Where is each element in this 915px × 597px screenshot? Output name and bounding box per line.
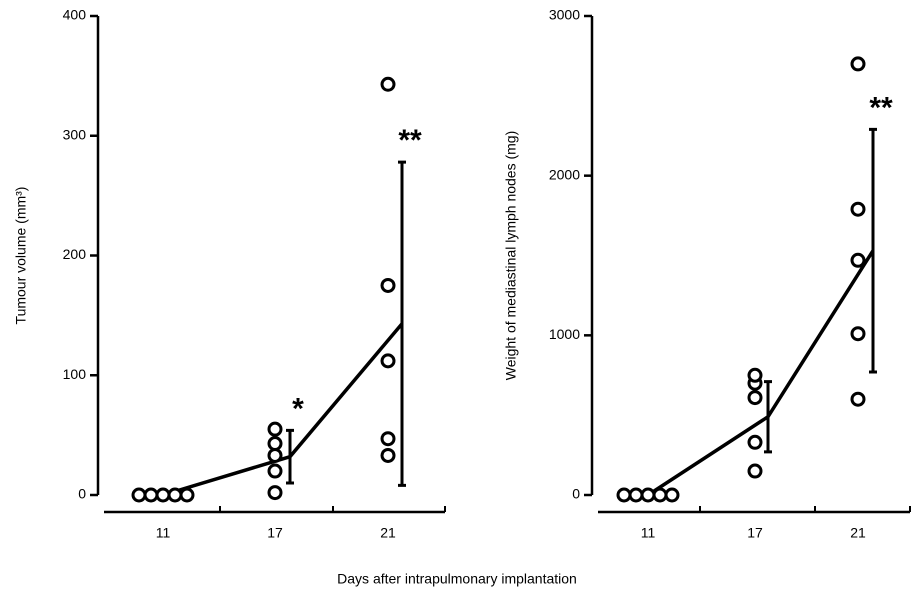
data-point xyxy=(640,487,656,503)
mean-line xyxy=(162,322,404,497)
data-point xyxy=(167,487,183,503)
error-bar xyxy=(398,160,406,487)
x-tick-label: 21 xyxy=(380,525,396,541)
data-point xyxy=(850,391,866,407)
data-point xyxy=(380,353,396,369)
y-tick-label: 0 xyxy=(78,486,86,502)
y-tick-label: 1000 xyxy=(549,326,580,342)
y-tick-label: 2000 xyxy=(549,166,580,182)
error-bar xyxy=(286,428,294,485)
data-point xyxy=(267,421,283,437)
error-bar xyxy=(764,380,772,454)
y-tick-label: 0 xyxy=(572,486,580,502)
data-point xyxy=(267,436,283,452)
data-point xyxy=(380,431,396,447)
y-tick-label: 100 xyxy=(63,366,87,382)
data-point xyxy=(747,463,763,479)
data-point xyxy=(155,487,171,503)
data-point xyxy=(131,487,147,503)
y-tick-label: 3000 xyxy=(549,7,580,23)
data-point xyxy=(143,487,159,503)
significance-mark: ** xyxy=(869,91,893,124)
x-tick-label: 17 xyxy=(267,525,283,541)
y-tick-label: 300 xyxy=(63,126,87,142)
y-tick-label: 400 xyxy=(63,7,87,23)
data-point xyxy=(380,277,396,293)
data-point xyxy=(267,447,283,463)
data-point xyxy=(850,201,866,217)
data-point xyxy=(747,434,763,450)
data-point xyxy=(850,252,866,268)
data-point xyxy=(616,487,632,503)
error-bar xyxy=(869,127,877,374)
significance-mark: ** xyxy=(398,124,422,157)
y-tick-label: 200 xyxy=(63,246,87,262)
x-tick-label: 11 xyxy=(641,525,656,541)
data-point xyxy=(664,487,680,503)
x-tick-label: 21 xyxy=(850,525,866,541)
data-point xyxy=(747,367,763,383)
data-point xyxy=(850,326,866,342)
data-point xyxy=(628,487,644,503)
data-point xyxy=(380,76,396,92)
x-axis-title: Days after intrapulmonary implantation xyxy=(337,571,577,587)
significance-mark: * xyxy=(292,392,304,425)
y-axis-title: Weight of mediastinal lymph nodes (mg) xyxy=(503,131,519,381)
data-point xyxy=(267,463,283,479)
data-point xyxy=(850,56,866,72)
data-point xyxy=(380,447,396,463)
x-tick-label: 17 xyxy=(747,525,763,541)
data-point xyxy=(267,485,283,501)
y-axis-title: Tumour volume (mm³) xyxy=(13,187,29,325)
data-point xyxy=(652,487,668,503)
data-point xyxy=(747,390,763,406)
data-point xyxy=(179,487,195,503)
x-tick-label: 11 xyxy=(156,525,171,541)
